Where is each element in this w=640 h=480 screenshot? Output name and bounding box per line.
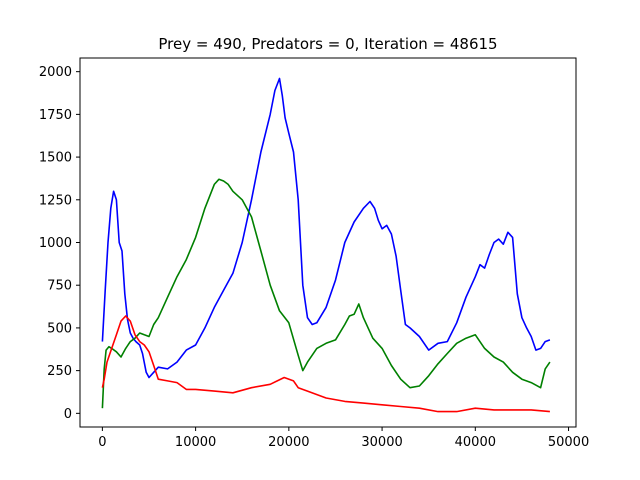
series-line-2 (101, 178, 551, 409)
y-axis: 0 250 500 750 1000 1250 1500 1750 2000 (39, 65, 80, 422)
y-tick-label: 0 (64, 407, 72, 422)
y-tick-label: 1000 (39, 236, 72, 251)
y-tick-label: 250 (47, 364, 72, 379)
x-tick-label: 10000 (175, 435, 216, 450)
x-axis: 0 10000 20000 30000 40000 50000 (98, 427, 589, 450)
series-line-1 (101, 77, 551, 379)
y-tick-label: 1500 (39, 151, 72, 166)
x-tick-label: 50000 (548, 435, 589, 450)
y-tick-label: 1750 (39, 108, 72, 123)
y-tick-label: 2000 (39, 65, 72, 80)
y-tick-label: 500 (47, 321, 72, 336)
y-tick-label: 1250 (39, 193, 72, 208)
x-tick-label: 40000 (455, 435, 496, 450)
series-layer (101, 77, 551, 413)
series-line-3 (101, 315, 550, 413)
y-tick-label: 750 (47, 279, 72, 294)
x-tick-label: 0 (98, 435, 106, 450)
x-tick-label: 30000 (361, 435, 402, 450)
chart-title: Prey = 490, Predators = 0, Iteration = 4… (158, 35, 497, 53)
x-tick-label: 20000 (268, 435, 309, 450)
